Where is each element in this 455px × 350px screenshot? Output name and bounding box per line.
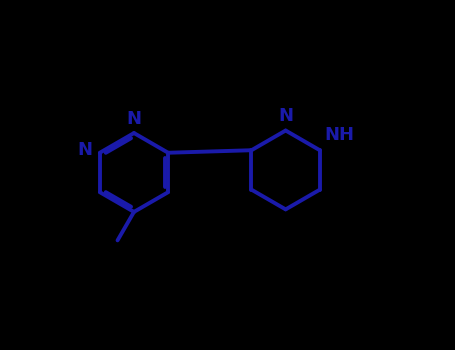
Text: N: N: [126, 110, 142, 128]
Text: N: N: [278, 107, 293, 125]
Text: NH: NH: [325, 126, 355, 144]
Text: N: N: [77, 141, 92, 159]
